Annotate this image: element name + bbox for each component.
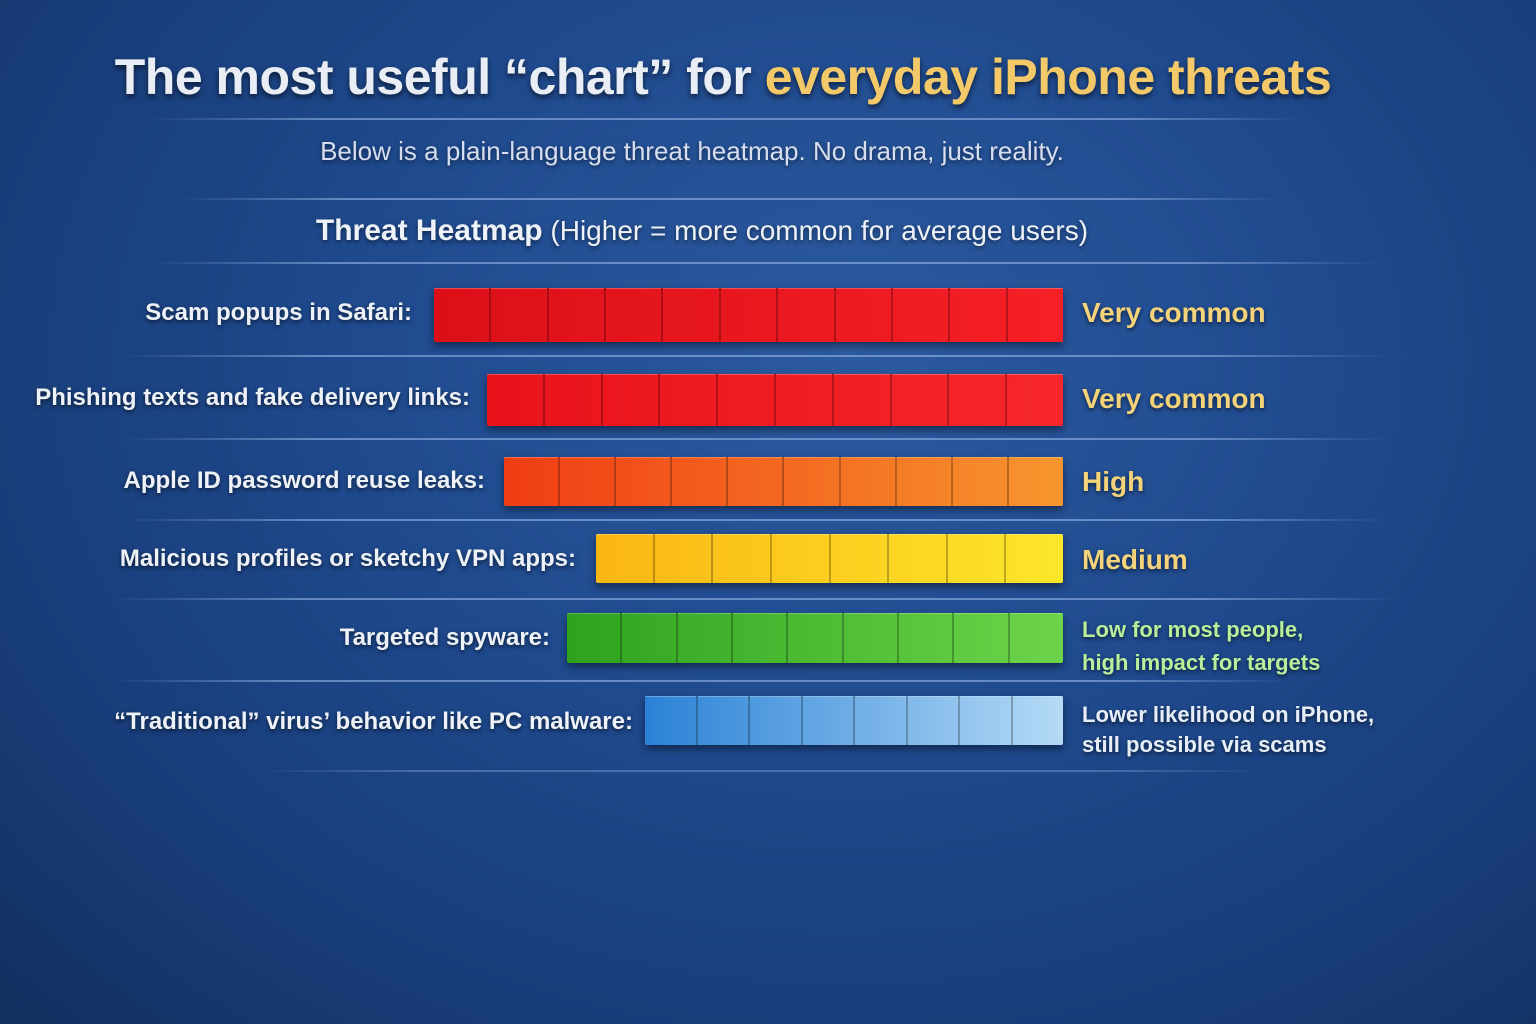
heatmap-title: Threat Heatmap (Higher = more common for… [0,214,1404,248]
rating-line2: high impact for targets [1082,650,1321,675]
title-main: The most useful “chart” for [114,49,765,105]
bar-segment [645,696,698,745]
bar-segment [718,374,776,426]
row-label: Targeted spyware: [339,624,550,651]
threat-bar [487,374,1063,426]
bar-segment [698,696,750,745]
bar-segment [606,288,664,342]
divider [120,519,1390,521]
rating-line1: Low for most people, [1082,617,1304,642]
rating-label: Very common [1082,383,1266,414]
bar-segment [549,288,607,342]
bar-segment [622,613,678,663]
divider [110,598,1400,600]
bar-segment [603,374,661,426]
bar-segment [728,457,785,506]
threat-bar [567,613,1063,663]
bar-segment [1013,696,1064,745]
bar-segment [960,696,1013,745]
row-label: “Traditional” virus’ behavior like PC ma… [114,708,633,735]
bar-segment [772,534,831,583]
bar-segment [1007,374,1063,426]
divider [120,438,1390,440]
bar-segment [713,534,772,583]
threat-bar [645,696,1063,745]
bar-segment [663,288,721,342]
divider [120,355,1390,357]
bar-segment [678,613,733,663]
bar-segment [893,288,951,342]
bar-segment [672,457,729,506]
bar-segment [1008,288,1063,342]
bar-segment [954,613,1010,663]
bar-segment [841,457,897,506]
divider [180,198,1280,200]
row-label: Scam popups in Safari: [145,299,412,326]
page-title: The most useful “chart” for everyday iPh… [0,48,1446,106]
rating-line2: still possible via scams [1082,732,1327,757]
bar-segment [567,613,623,663]
divider [110,680,1290,682]
divider [260,770,1260,772]
bar-segment [784,457,841,506]
bar-segment [487,374,545,426]
bar-segment [434,288,492,342]
bar-segment [948,534,1007,583]
bar-segment [733,613,789,663]
rating-line1: Lower likelihood on iPhone, [1082,702,1375,727]
bar-segment [788,613,844,663]
title-accent: everyday iPhone threats [764,49,1332,105]
divider [150,118,1300,120]
heatmap-title-note: (Higher = more common for average users) [542,215,1089,246]
threat-bar [596,534,1063,583]
bar-segment [1010,613,1063,663]
threat-bar [434,288,1063,342]
bar-segment [892,374,950,426]
bar-segment [491,288,549,342]
row-label: Apple ID password reuse leaks: [123,467,485,494]
bar-segment [899,613,955,663]
bar-segment [545,374,603,426]
bar-segment [616,457,673,506]
bar-segment [889,534,948,583]
bar-segment [560,457,617,506]
bar-segment [660,374,719,426]
bar-segment [908,696,960,745]
divider [150,262,1380,264]
bar-segment [721,288,779,342]
bar-segment [844,613,899,663]
bar-segment [1006,534,1063,583]
bar-segment [836,288,893,342]
threat-bar [504,457,1063,506]
bar-segment [897,457,953,506]
heatmap-title-bold: Threat Heatmap [315,214,543,247]
bar-segment [803,696,855,745]
bar-segment [750,696,803,745]
rating-label: Low for most people, high impact for tar… [1082,613,1320,679]
bar-segment [776,374,834,426]
bar-segment [950,288,1008,342]
bar-segment [504,457,561,506]
row-label: Phishing texts and fake delivery links: [35,384,470,411]
bar-segment [834,374,892,426]
bar-segment [953,457,1009,506]
row-label: Malicious profiles or sketchy VPN apps: [119,545,576,572]
bar-segment [855,696,908,745]
rating-label: Lower likelihood on iPhone, still possib… [1082,700,1374,760]
rating-label: Very common [1082,297,1266,328]
bar-segment [949,374,1008,426]
bar-segment [831,534,890,583]
bar-segment [778,288,836,342]
bar-segment [596,534,655,583]
rating-label: High [1082,466,1145,497]
bar-segment [1009,457,1063,506]
rating-label: Medium [1082,544,1188,575]
bar-segment [655,534,714,583]
subtitle: Below is a plain-language threat heatmap… [320,136,1064,166]
